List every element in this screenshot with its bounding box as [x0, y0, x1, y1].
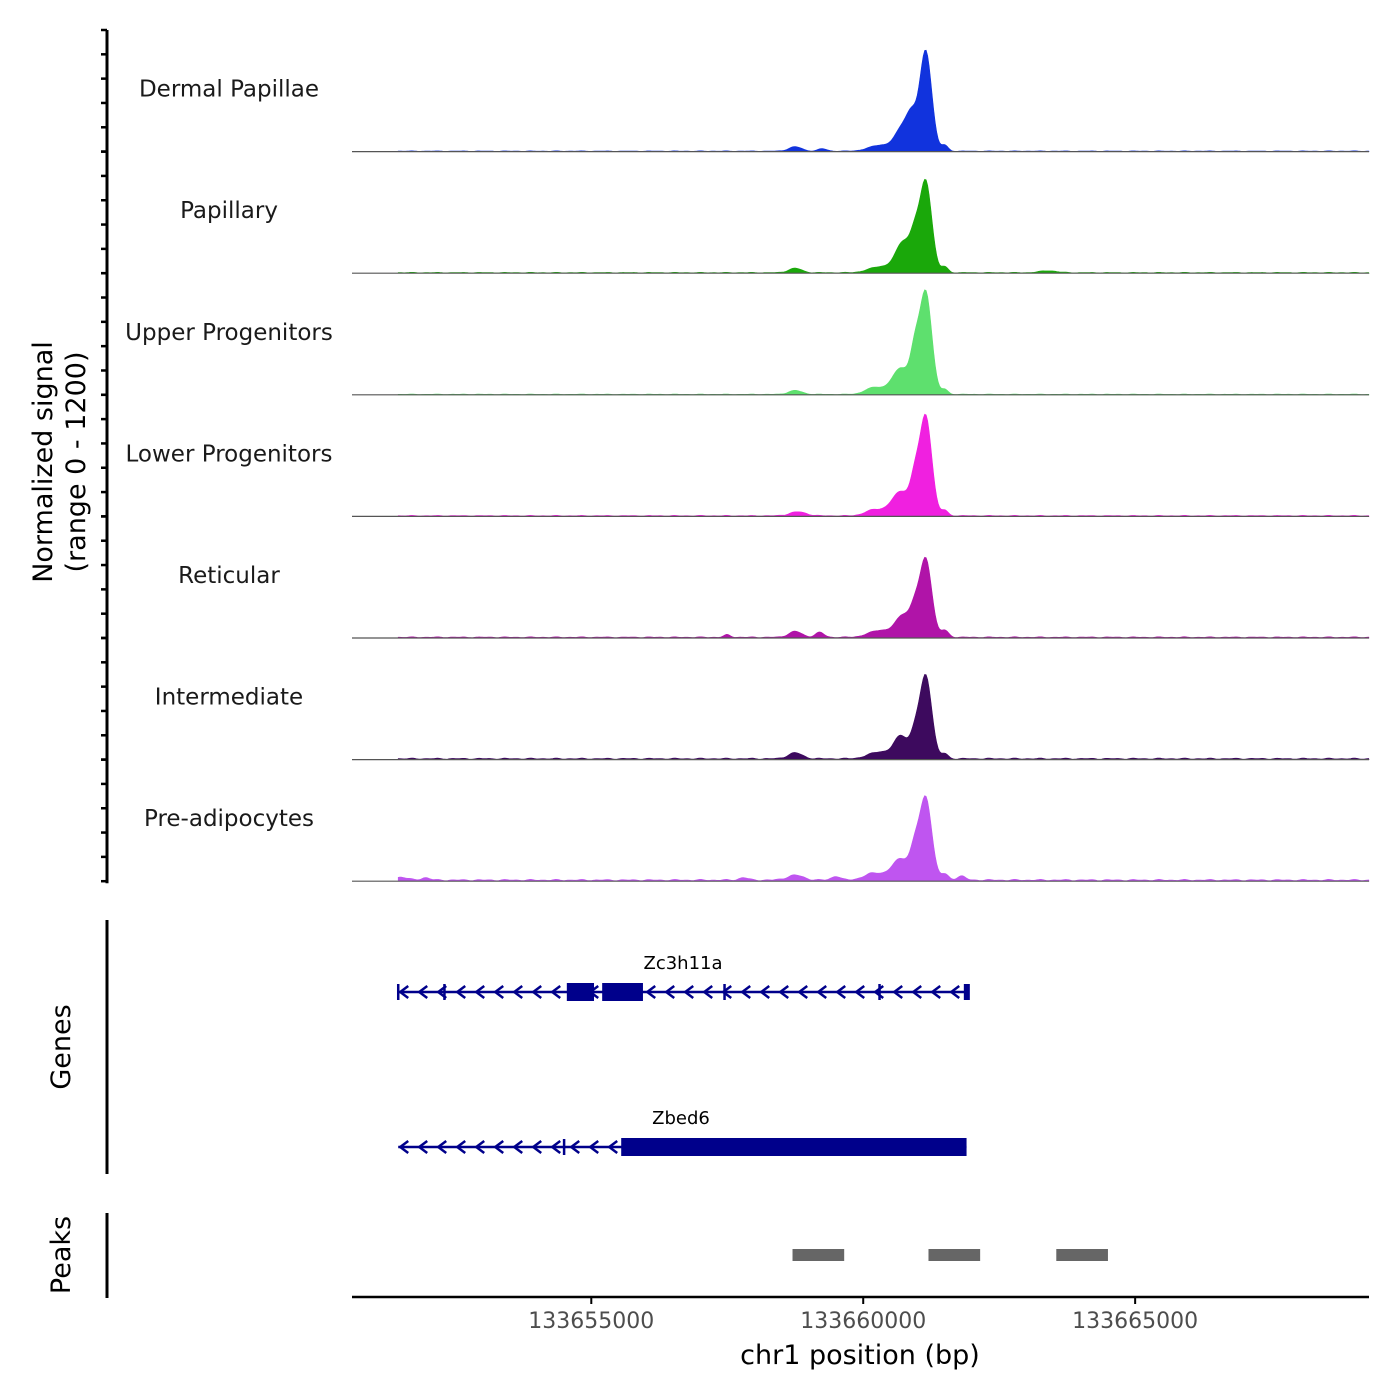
signal-axis: [101, 28, 109, 884]
track-label: Upper Progenitors: [125, 320, 333, 346]
strand-arrow: [531, 985, 542, 999]
track-label: Dermal Papillae: [139, 77, 319, 103]
track-label: Papillary: [180, 198, 278, 224]
gene-track: Zc3h11a Zbed6: [396, 953, 970, 1156]
strand-arrow: [816, 985, 827, 999]
gene-zc3h11a: Zc3h11a: [396, 953, 970, 1001]
gene-name: Zc3h11a: [643, 953, 722, 974]
coding-exon: [566, 983, 595, 1001]
signal-area: [397, 795, 1370, 882]
strand-arrow: [531, 1140, 542, 1154]
track-intermediate: Intermediate: [155, 674, 1370, 761]
signal-area: [397, 289, 1370, 396]
track-label: Intermediate: [155, 685, 303, 711]
strand-arrow: [721, 985, 732, 999]
x-tick-label: 133655000: [528, 1309, 654, 1334]
strand-arrow: [740, 985, 751, 999]
strand-arrow: [607, 1140, 618, 1154]
strand-arrow: [398, 985, 409, 999]
x-tick-label: 133665000: [1072, 1309, 1198, 1334]
strand-arrow: [550, 1140, 561, 1154]
strand-arrow: [930, 985, 941, 999]
strand-arrow: [417, 985, 428, 999]
x-tick-label: 133660000: [800, 1309, 926, 1334]
utr-exon: [963, 984, 970, 1000]
signal-tracks: Dermal Papillae Papillary Upper Progenitor…: [125, 49, 1370, 882]
signal-area: [397, 178, 1370, 274]
track-upper-progenitors: Upper Progenitors: [125, 289, 1370, 396]
track-reticular: Reticular: [178, 556, 1370, 639]
strand-arrow: [474, 1140, 485, 1154]
x-axis-ticks: 133655000 133660000 133665000: [528, 1297, 1198, 1334]
coding-exon: [602, 983, 643, 1001]
strand-arrow: [911, 985, 922, 999]
strand-arrow: [455, 985, 466, 999]
strand-arrow: [398, 1140, 409, 1154]
track-label: Reticular: [178, 563, 280, 589]
signal-ylabel-line1: Normalized signal: [28, 341, 59, 583]
signal-area: [397, 49, 1370, 152]
coding-exon: [621, 1138, 967, 1156]
signal-area: [397, 413, 1370, 517]
strand-arrow: [664, 985, 675, 999]
strand-arrow: [436, 1140, 447, 1154]
track-dermal-papillae: Dermal Papillae: [139, 49, 1370, 153]
track-pre-adipocytes: Pre-adipocytes: [144, 795, 1370, 882]
strand-arrow: [778, 985, 789, 999]
track-label: Pre-adipocytes: [144, 806, 314, 832]
strand-arrow: [949, 985, 960, 999]
strand-arrow: [512, 985, 523, 999]
strand-arrow: [512, 1140, 523, 1154]
track-papillary: Papillary: [180, 178, 1370, 274]
strand-arrow: [759, 985, 770, 999]
gene-zbed6: Zbed6: [398, 1108, 967, 1156]
track-lower-progenitors: Lower Progenitors: [126, 413, 1370, 518]
peak-region: [928, 1249, 981, 1261]
track-label: Lower Progenitors: [126, 441, 333, 467]
strand-arrow: [702, 985, 713, 999]
strand-arrow: [645, 985, 656, 999]
peak-region: [1056, 1249, 1108, 1261]
strand-arrow: [854, 985, 865, 999]
strand-arrow: [417, 1140, 428, 1154]
signal-area: [397, 556, 1370, 639]
strand-arrow: [493, 1140, 504, 1154]
peak-track: [792, 1249, 1108, 1261]
gene-name: Zbed6: [652, 1108, 710, 1129]
x-axis-title: chr1 position (bp): [740, 1340, 980, 1371]
strand-arrow: [569, 1140, 580, 1154]
signal-ylabel-line2: (range 0 - 1200): [61, 352, 92, 573]
strand-arrow: [835, 985, 846, 999]
strand-arrow: [588, 1140, 599, 1154]
strand-arrow: [550, 985, 561, 999]
genes-label: Genes: [46, 1004, 77, 1089]
peaks-label: Peaks: [46, 1216, 77, 1294]
strand-arrow: [797, 985, 808, 999]
strand-arrow: [455, 1140, 466, 1154]
strand-arrow: [493, 985, 504, 999]
strand-arrow: [474, 985, 485, 999]
peak-region: [792, 1249, 845, 1261]
strand-arrow: [683, 985, 694, 999]
signal-area: [397, 674, 1370, 760]
strand-arrow: [892, 985, 903, 999]
